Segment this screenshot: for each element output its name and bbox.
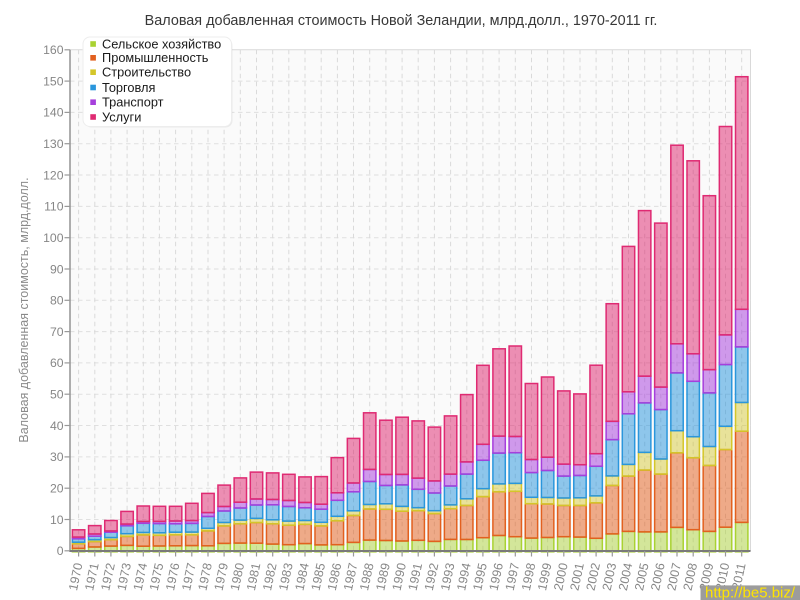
- svg-text:1996: 1996: [487, 562, 506, 592]
- svg-text:1986: 1986: [325, 562, 344, 592]
- svg-text:30: 30: [50, 450, 64, 464]
- svg-text:2001: 2001: [567, 562, 586, 592]
- svg-text:1977: 1977: [179, 562, 198, 592]
- svg-text:1970: 1970: [66, 562, 85, 592]
- svg-text:1975: 1975: [147, 562, 166, 592]
- svg-text:20: 20: [50, 482, 64, 496]
- svg-text:Строительство: Строительство: [102, 65, 191, 80]
- svg-text:1980: 1980: [228, 562, 247, 592]
- svg-text:150: 150: [43, 74, 64, 88]
- svg-text:1992: 1992: [422, 562, 441, 592]
- svg-text:1997: 1997: [503, 562, 522, 592]
- svg-text:1993: 1993: [438, 562, 457, 592]
- svg-text:90: 90: [50, 262, 64, 276]
- svg-text:1979: 1979: [212, 562, 231, 592]
- svg-text:Транспорт: Транспорт: [102, 95, 164, 110]
- svg-text:50: 50: [50, 388, 64, 402]
- svg-text:1998: 1998: [519, 562, 538, 592]
- svg-text:1989: 1989: [373, 562, 392, 592]
- svg-text:2010: 2010: [713, 562, 732, 592]
- svg-text:1972: 1972: [98, 562, 117, 592]
- svg-text:2009: 2009: [697, 562, 716, 592]
- svg-text:1973: 1973: [115, 562, 134, 592]
- svg-text:2011: 2011: [729, 562, 748, 591]
- svg-text:1987: 1987: [341, 562, 360, 592]
- svg-text:1995: 1995: [470, 562, 489, 592]
- svg-text:Услуги: Услуги: [102, 109, 141, 124]
- svg-text:60: 60: [50, 356, 64, 370]
- svg-text:2008: 2008: [681, 562, 700, 592]
- svg-text:1978: 1978: [195, 562, 214, 592]
- svg-text:http://be5.biz/: http://be5.biz/: [705, 585, 796, 600]
- svg-text:1984: 1984: [292, 562, 311, 592]
- svg-text:1981: 1981: [244, 562, 263, 592]
- svg-text:0: 0: [57, 544, 64, 558]
- svg-text:2004: 2004: [616, 562, 635, 592]
- svg-text:140: 140: [43, 106, 64, 120]
- svg-text:Сельское хозяйство: Сельское хозяйство: [102, 36, 221, 51]
- svg-text:2005: 2005: [632, 562, 651, 592]
- svg-text:110: 110: [44, 200, 64, 214]
- svg-text:10: 10: [50, 513, 64, 527]
- svg-text:2000: 2000: [551, 562, 570, 592]
- svg-text:1974: 1974: [131, 562, 150, 592]
- svg-text:40: 40: [50, 419, 64, 433]
- svg-text:160: 160: [43, 43, 64, 57]
- svg-text:1990: 1990: [390, 562, 409, 592]
- svg-text:2002: 2002: [584, 562, 603, 592]
- svg-text:1983: 1983: [276, 562, 295, 592]
- svg-text:130: 130: [43, 137, 64, 151]
- svg-text:80: 80: [50, 294, 64, 308]
- svg-text:1994: 1994: [454, 562, 473, 592]
- svg-text:1985: 1985: [309, 562, 328, 592]
- svg-text:1999: 1999: [535, 562, 554, 592]
- svg-text:Промышленность: Промышленность: [102, 50, 209, 65]
- svg-text:1991: 1991: [406, 562, 425, 592]
- svg-text:2006: 2006: [648, 562, 667, 592]
- svg-text:1976: 1976: [163, 562, 182, 592]
- svg-text:70: 70: [50, 325, 64, 339]
- svg-text:1971: 1971: [82, 562, 101, 592]
- svg-text:100: 100: [43, 231, 64, 245]
- svg-text:Торговля: Торговля: [102, 80, 156, 95]
- svg-text:120: 120: [43, 168, 64, 182]
- svg-text:Валовая добавленная стоимость,: Валовая добавленная стоимость, млрд.долл…: [17, 177, 31, 442]
- svg-text:Валовая добавленная стоимость: Валовая добавленная стоимость Новой Зела…: [145, 13, 658, 29]
- svg-text:2003: 2003: [600, 562, 619, 592]
- svg-text:1988: 1988: [357, 562, 376, 592]
- svg-text:1982: 1982: [260, 562, 279, 592]
- svg-text:2007: 2007: [664, 562, 683, 592]
